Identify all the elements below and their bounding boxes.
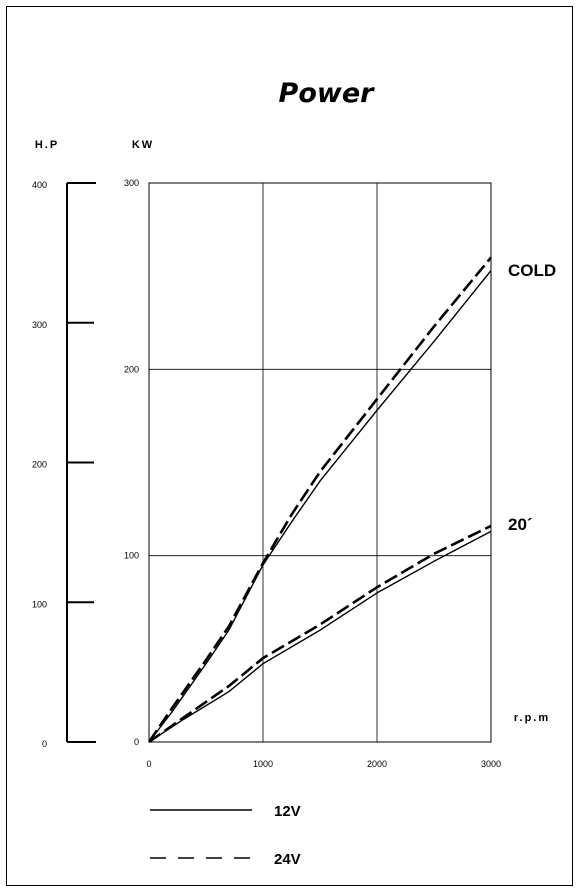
x-axis-label: r.p.m (514, 712, 550, 724)
x-tick-label: 1000 (253, 759, 273, 769)
x-tick-label: 2000 (367, 759, 387, 769)
legend-dashed-label: 24V (274, 851, 301, 868)
plot-border (148, 182, 492, 743)
chart-title: Power (279, 78, 376, 109)
legend: 12V 24V (150, 803, 301, 868)
hp-tick-label: 200 (32, 460, 47, 470)
hp-tick-label: 100 (32, 599, 47, 609)
kw-axis-label: KW (132, 139, 154, 151)
series-line-warm-24v (148, 524, 492, 744)
x-tick-label: 3000 (481, 759, 501, 769)
curve-label-cold: COLD (508, 261, 556, 280)
series-line-warm-12v (148, 530, 492, 743)
kw-tick-label: 100 (124, 551, 139, 561)
kw-tick-labels: 0 100 200 300 (124, 178, 139, 747)
hp-tick-label: 400 (32, 180, 47, 190)
x-tick-label: 0 (146, 759, 151, 769)
chart-series (147, 256, 493, 744)
hp-scale: 0 100 200 300 400 (32, 180, 96, 749)
legend-solid-label: 12V (274, 803, 301, 820)
hp-tick-label: 300 (32, 320, 47, 330)
hp-axis-label: H.P (35, 139, 59, 151)
hp-tick-label: 0 (42, 739, 47, 749)
x-tick-labels: 0 1000 2000 3000 (146, 759, 501, 769)
kw-tick-label: 300 (124, 178, 139, 188)
kw-tick-label: 200 (124, 364, 139, 374)
chart-grid (148, 182, 492, 743)
series-line-cold-12v (148, 270, 492, 743)
kw-tick-label: 0 (134, 737, 139, 747)
chart-frame (6, 6, 573, 886)
curve-label-warm: 20´ (508, 515, 533, 534)
series-line-cold-24v (147, 256, 493, 743)
